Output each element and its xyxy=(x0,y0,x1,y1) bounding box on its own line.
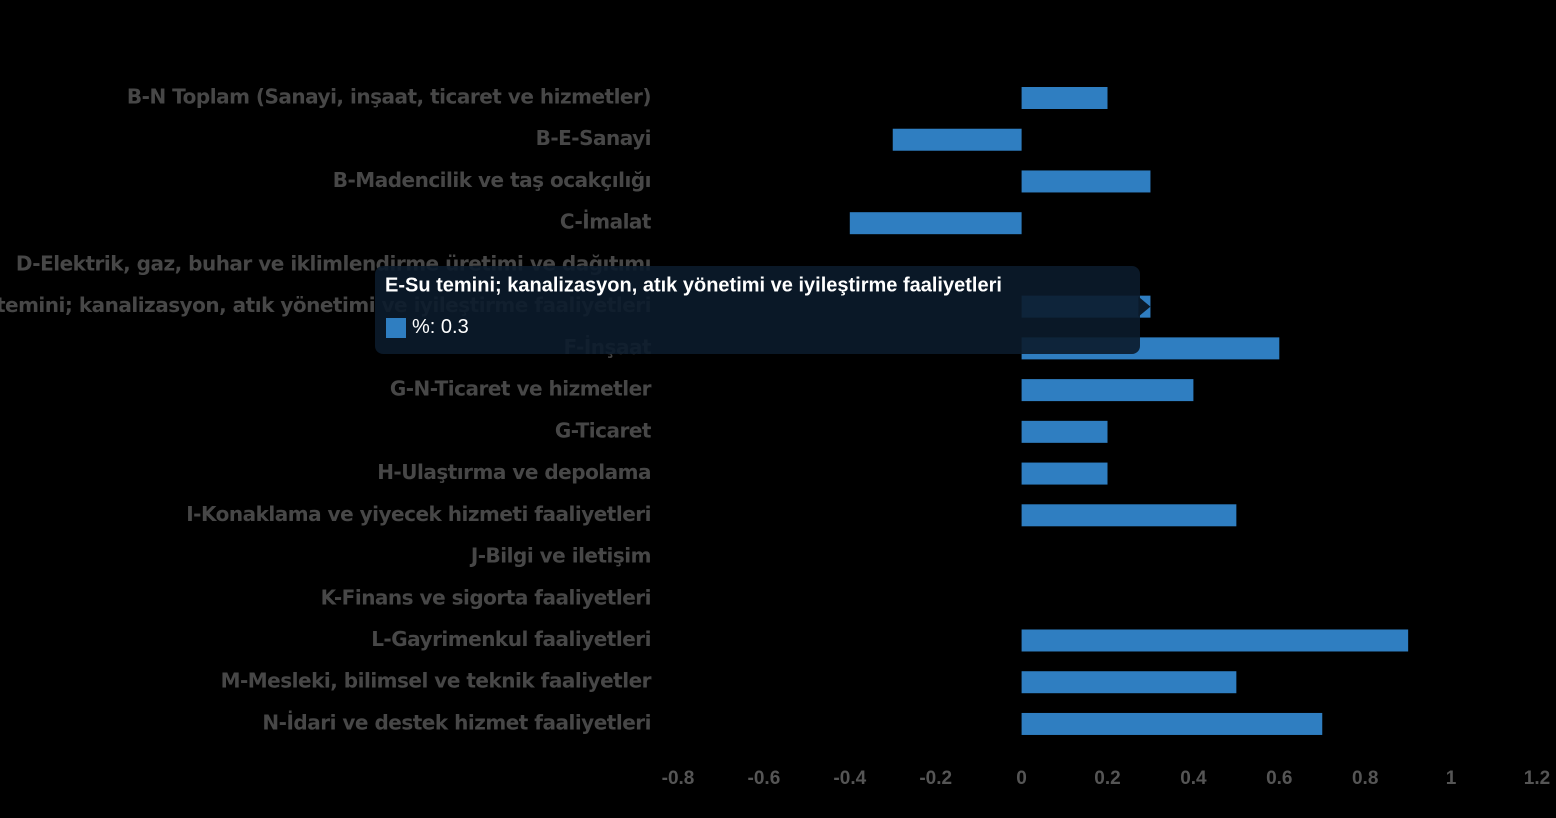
tooltip-sep: : xyxy=(430,316,441,338)
bar xyxy=(1021,420,1108,443)
bar xyxy=(1021,87,1108,109)
plot: -0.8 -0.6 -0.4 -0.2 0 0.2 0.4 0.6 0.8 1 1.2 B-N Top… xyxy=(0,85,1550,790)
category-label: B-N Toplam (Sanayi, inşaat, ticaret ve h… xyxy=(127,85,651,109)
category-label: N-İdari ve destek hizmet faaliyetleri xyxy=(262,710,651,734)
bar xyxy=(1021,629,1409,652)
category-label: J-Bilgi ve iletişim xyxy=(469,544,651,568)
category-label: I-Konaklama ve yiyecek hizmeti faaliyetl… xyxy=(186,502,651,526)
x-tick-label: 0.6 xyxy=(1266,768,1292,789)
tooltip: E-Su temini; kanalizasyon, atık yönetimi… xyxy=(375,266,1151,354)
category-label: M-Mesleki, bilimsel ve teknik faaliyetle… xyxy=(221,669,652,693)
category-label: G-Ticaret xyxy=(555,418,652,442)
x-tick-label: 1.2 xyxy=(1524,768,1550,789)
x-tick-label: 1 xyxy=(1446,768,1457,789)
bar xyxy=(849,212,1022,235)
tooltip-value: %: 0.3 xyxy=(412,316,469,338)
category-label: L-Gayrimenkul faaliyetleri xyxy=(371,627,651,651)
x-tick-label: -0.6 xyxy=(748,768,781,789)
tooltip-box xyxy=(375,266,1140,354)
bar xyxy=(1021,170,1151,193)
bar xyxy=(892,128,1022,151)
x-tick-label: 0.2 xyxy=(1094,768,1120,789)
tooltip-number: 0.3 xyxy=(441,316,469,338)
x-tick-label: 0 xyxy=(1016,768,1027,789)
bar xyxy=(1021,712,1323,735)
x-tick-label: -0.8 xyxy=(662,768,695,789)
bar xyxy=(1021,671,1237,694)
tooltip-pointer xyxy=(1138,296,1151,317)
x-tick-label: 0.4 xyxy=(1180,768,1207,789)
x-tick-label: 0.8 xyxy=(1352,768,1378,789)
category-label: K-Finans ve sigorta faaliyetleri xyxy=(321,585,651,609)
category-label: B-E-Sanayi xyxy=(536,126,651,150)
bar xyxy=(1021,462,1108,485)
x-tick-label: -0.4 xyxy=(833,768,866,789)
category-label: H-Ulaştırma ve depolama xyxy=(377,460,651,484)
tooltip-swatch xyxy=(386,318,406,338)
category-label: G-N-Ticaret ve hizmetler xyxy=(390,377,652,401)
bar xyxy=(1021,379,1194,402)
category-label: C-İmalat xyxy=(560,210,652,234)
chart: -0.8 -0.6 -0.4 -0.2 0 0.2 0.4 0.6 0.8 1 1.2 B-N Top… xyxy=(0,85,1550,790)
tooltip-series: % xyxy=(412,316,430,338)
tooltip-title: E-Su temini; kanalizasyon, atık yönetimi… xyxy=(385,274,1002,296)
x-tick-label: -0.2 xyxy=(919,768,952,789)
category-label: B-Madencilik ve taş ocakçılığı xyxy=(333,168,651,192)
bar xyxy=(1021,504,1237,527)
